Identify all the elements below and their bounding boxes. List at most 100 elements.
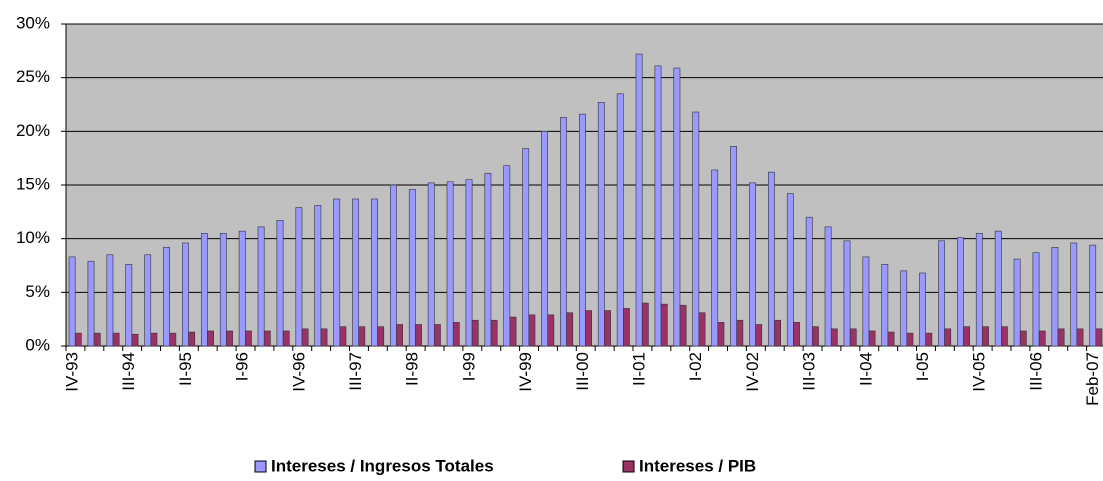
bar [597, 102, 605, 347]
bar [938, 240, 945, 347]
bar [849, 328, 857, 347]
bar [711, 169, 719, 347]
bar [560, 117, 567, 347]
bar [1089, 244, 1097, 347]
legend-swatch [254, 460, 267, 473]
bar [1051, 246, 1059, 347]
y-tick-label: 15% [16, 174, 50, 193]
bar [301, 328, 309, 347]
bar [106, 254, 114, 347]
bar [408, 188, 416, 347]
bar [74, 332, 82, 347]
bar [1070, 242, 1078, 347]
y-tick-label: 20% [16, 121, 50, 140]
bar [238, 230, 246, 347]
bar [843, 240, 851, 347]
bar [944, 328, 952, 347]
bar [774, 319, 781, 347]
bar [377, 326, 385, 347]
bar [339, 326, 347, 347]
bar [522, 148, 530, 347]
legend-label: Intereses / PIB [639, 456, 756, 475]
bar [1000, 326, 1008, 347]
bar [163, 246, 170, 347]
bar [919, 272, 926, 347]
bar [452, 322, 460, 347]
y-tick-label: 25% [16, 67, 50, 86]
bar [352, 198, 359, 347]
bar [144, 254, 152, 347]
bar [358, 326, 366, 347]
bar [389, 184, 397, 347]
x-tick-label: IV-02 [743, 352, 762, 392]
x-tick-label: III-03 [800, 352, 819, 391]
bar [975, 233, 983, 347]
bar [295, 207, 303, 347]
bar [484, 172, 492, 347]
bar [616, 93, 624, 347]
bar [433, 324, 441, 347]
legend-label: Intereses / Ingresos Totales [271, 456, 494, 475]
y-tick-label: 30% [16, 13, 50, 32]
bar [925, 332, 933, 347]
bar [333, 198, 341, 347]
bar [881, 264, 889, 347]
bar [963, 326, 970, 347]
bar [490, 319, 498, 347]
bar [509, 316, 517, 347]
bar [257, 226, 265, 347]
bar [660, 303, 668, 347]
bar [125, 264, 133, 347]
bar [900, 270, 908, 347]
bar [112, 332, 120, 347]
x-tick-label: II-01 [629, 352, 648, 386]
bar [150, 332, 158, 347]
bar [276, 220, 284, 347]
bar [503, 165, 511, 347]
x-tick-label: IV-96 [289, 352, 308, 392]
bar [415, 324, 422, 347]
bar [805, 216, 813, 347]
bar [1076, 328, 1084, 347]
bar [982, 326, 989, 347]
y-tick-label: 0% [25, 335, 50, 354]
x-tick-label: I-02 [686, 352, 705, 381]
bar [465, 179, 473, 347]
bar [87, 260, 95, 347]
bar [282, 330, 290, 347]
bar [201, 233, 208, 347]
x-tick-label: III-94 [119, 352, 138, 391]
x-tick-label: II-04 [856, 352, 875, 386]
bar [906, 332, 914, 347]
bar [68, 256, 76, 347]
bar [219, 233, 227, 347]
bar [830, 328, 838, 347]
bar [604, 310, 611, 347]
bar [956, 237, 964, 347]
x-tick-label: II-95 [176, 352, 195, 386]
bar [793, 322, 800, 347]
bar [654, 65, 662, 347]
bar [1057, 328, 1065, 347]
x-tick-label: III-06 [1026, 352, 1045, 391]
bar [1013, 258, 1021, 347]
bar [868, 330, 876, 347]
bar [169, 332, 177, 347]
bar [263, 330, 271, 347]
bar [673, 67, 681, 347]
x-tick-label: IV-93 [62, 352, 81, 392]
legend-swatch [622, 460, 635, 473]
x-tick-label: I-99 [459, 352, 478, 381]
bar [314, 205, 322, 347]
bar [698, 312, 706, 347]
bar [528, 314, 536, 347]
bar [622, 308, 630, 347]
x-tick-label: I-05 [913, 352, 932, 381]
bar [1038, 330, 1046, 347]
bar [320, 328, 328, 347]
x-tick-label: Feb-07 [1083, 352, 1102, 406]
bar [811, 326, 819, 347]
bar [736, 319, 744, 347]
bar [93, 332, 101, 347]
